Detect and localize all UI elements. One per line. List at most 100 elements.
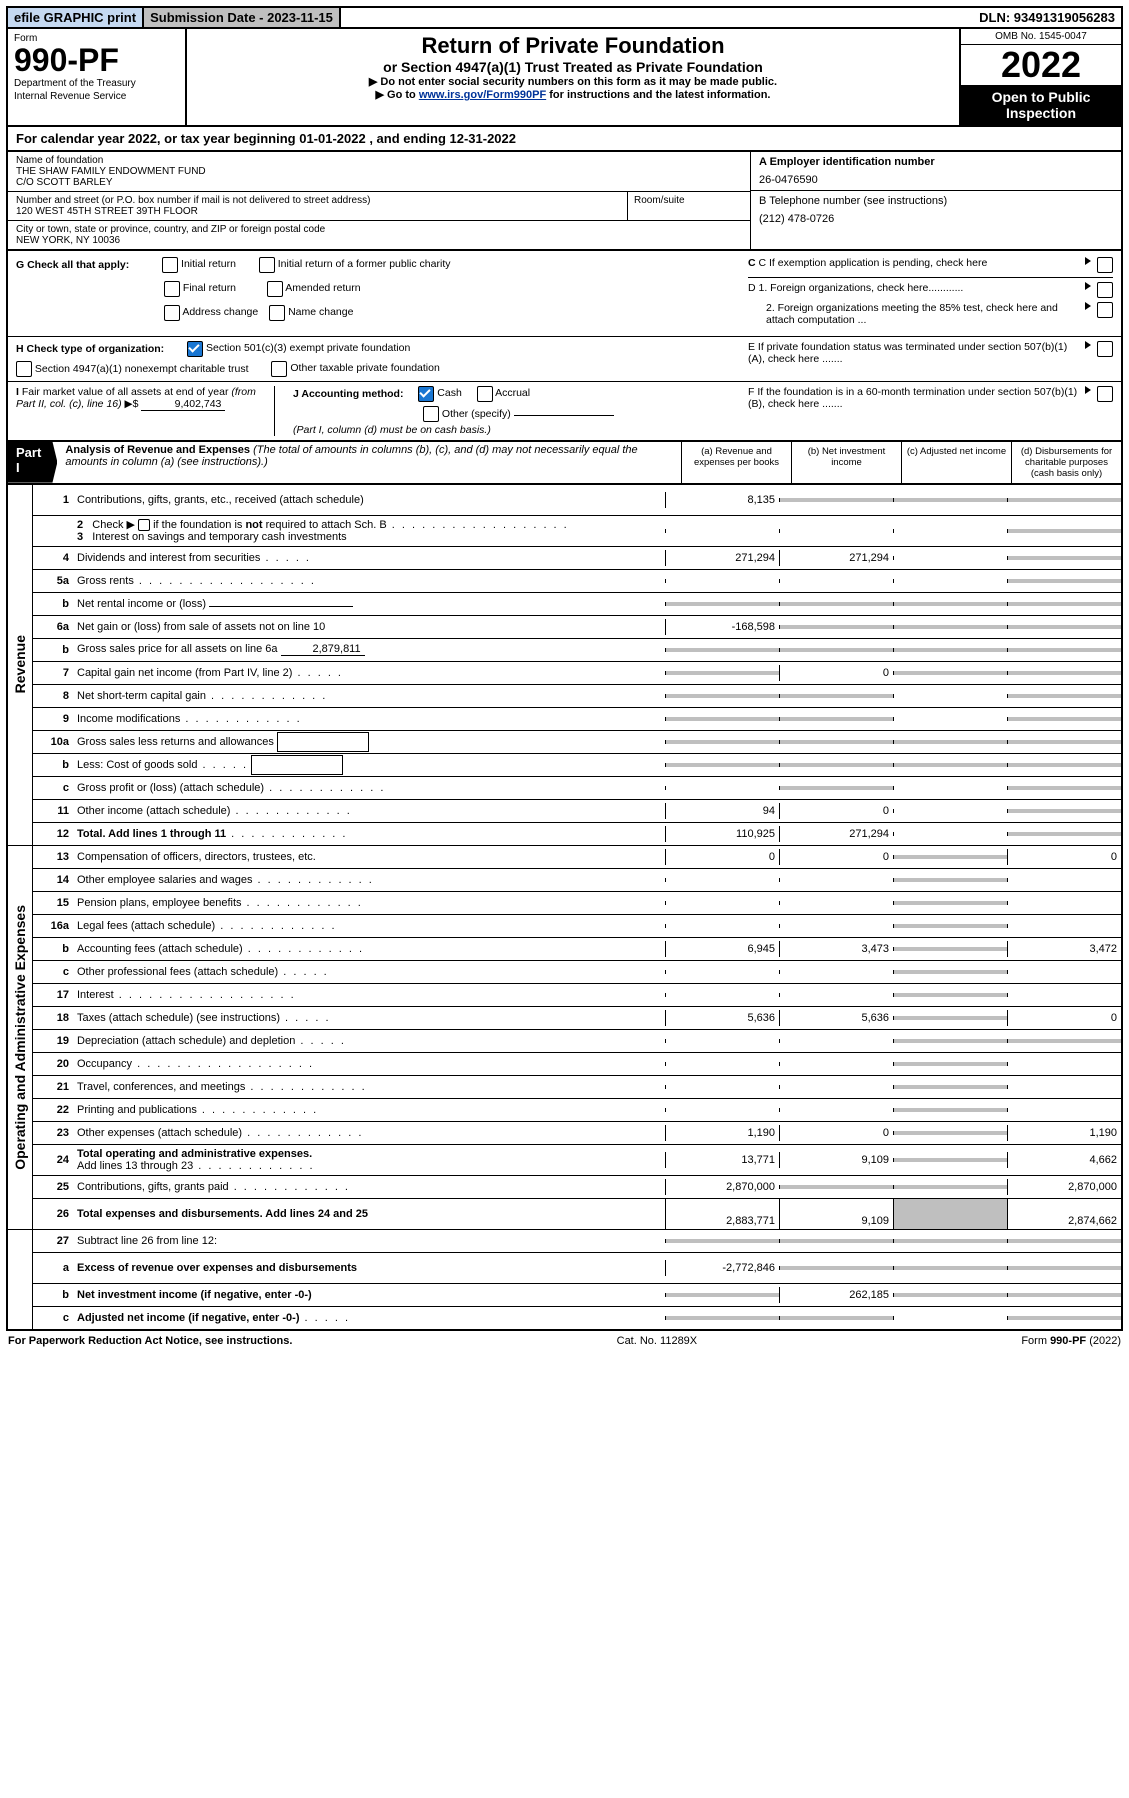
line-22: 22Printing and publications [33,1099,1121,1122]
line-16c: cOther professional fees (attach schedul… [33,961,1121,984]
j-note: (Part I, column (d) must be on cash basi… [293,424,738,436]
line-5a: 5aGross rents [33,570,1121,593]
calendar-year-row: For calendar year 2022, or tax year begi… [8,125,1121,150]
line-5b: bNet rental income or (loss) [33,593,1121,616]
col-d-header: (d) Disbursements for charitable purpose… [1011,442,1121,483]
part1-header-row: Part I Analysis of Revenue and Expenses … [8,440,1121,484]
d2-checkbox[interactable] [1097,302,1113,318]
e-checkbox[interactable] [1097,341,1113,357]
arrow-icon [1085,341,1091,349]
line-4: 4Dividends and interest from securities … [33,547,1121,570]
i-label: I Fair market value of all assets at end… [16,386,266,411]
line-26: 26Total expenses and disbursements. Add … [33,1199,1121,1229]
accrual-checkbox[interactable] [477,386,493,402]
j-label: J Accounting method: [293,387,403,399]
dln-number: DLN: 93491319056283 [973,8,1121,27]
line-23: 23Other expenses (attach schedule) 1,190… [33,1122,1121,1145]
col-b-header: (b) Net investment income [791,442,901,483]
d2-row: 2. Foreign organizations meeting the 85%… [748,302,1113,326]
line-10a: 10aGross sales less returns and allowanc… [33,731,1121,754]
g-label: G Check all that apply: [16,258,129,270]
efile-button[interactable]: efile GRAPHIC print [8,8,144,27]
arrow-icon [1085,302,1091,310]
form-subtitle: or Section 4947(a)(1) Trust Treated as P… [197,59,949,75]
dept-treasury: Department of the Treasury [14,78,179,89]
ein-value: 26-0476590 [759,174,1113,186]
line-10b: bLess: Cost of goods sold [33,754,1121,777]
4947-checkbox[interactable] [16,361,32,377]
line-6a: 6aNet gain or (loss) from sale of assets… [33,616,1121,639]
paperwork-notice: For Paperwork Reduction Act Notice, see … [8,1335,292,1347]
open-public-badge: Open to Public Inspection [961,85,1121,125]
line-9: 9Income modifications [33,708,1121,731]
form-number: 990-PF [14,44,179,76]
top-bar: efile GRAPHIC print Submission Date - 20… [6,6,1123,29]
address-change-checkbox[interactable] [164,305,180,321]
fmv-value: 9,402,743 [141,398,225,411]
other-method-checkbox[interactable] [423,406,439,422]
line-13: 13Compensation of officers, directors, t… [33,846,1121,869]
foundation-info-row: Name of foundation THE SHAW FAMILY ENDOW… [8,150,1121,249]
line-17: 17Interest [33,984,1121,1007]
foundation-city: NEW YORK, NY 10036 [16,235,742,246]
line-1: 1Contributions, gifts, grants, etc., rec… [33,485,1121,516]
line-19: 19Depreciation (attach schedule) and dep… [33,1030,1121,1053]
city-label: City or town, state or province, country… [16,224,742,235]
line-14: 14Other employee salaries and wages [33,869,1121,892]
h-label: H Check type of organization: [16,342,164,354]
name-label: Name of foundation [16,155,742,166]
cash-checkbox[interactable] [418,386,434,402]
foundation-name-2: C/O SCOTT BARLEY [16,177,742,188]
cat-number: Cat. No. 11289X [617,1335,698,1347]
line-15: 15Pension plans, employee benefits [33,892,1121,915]
line-27b: bNet investment income (if negative, ent… [33,1284,1121,1307]
e-row: E If private foundation status was termi… [748,341,1113,365]
line-27-section: 27Subtract line 26 from line 12: aExcess… [8,1229,1121,1329]
section-g-row: G Check all that apply: Initial return I… [8,249,1121,336]
line-8: 8Net short-term capital gain [33,685,1121,708]
foundation-name-1: THE SHAW FAMILY ENDOWMENT FUND [16,166,742,177]
501c3-checkbox[interactable] [187,341,203,357]
goto-instructions: ▶ Go to www.irs.gov/Form990PF for instru… [197,88,949,101]
d1-row: D 1. Foreign organizations, check here..… [748,277,1113,298]
irs-label: Internal Revenue Service [14,91,179,102]
other-taxable-checkbox[interactable] [271,361,287,377]
ein-label: A Employer identification number [759,156,1113,168]
expenses-section: Operating and Administrative Expenses 13… [8,845,1121,1229]
line-27a: aExcess of revenue over expenses and dis… [33,1253,1121,1284]
expenses-label: Operating and Administrative Expenses [8,846,33,1229]
col-a-header: (a) Revenue and expenses per books [681,442,791,483]
line-24: 24Total operating and administrative exp… [33,1145,1121,1176]
line-7: 7Capital gain net income (from Part IV, … [33,662,1121,685]
revenue-section: Revenue 1Contributions, gifts, grants, e… [8,484,1121,845]
line-27: 27Subtract line 26 from line 12: [33,1230,1121,1253]
form-title: Return of Private Foundation [197,33,949,59]
line-16a: 16aLegal fees (attach schedule) [33,915,1121,938]
line-18: 18Taxes (attach schedule) (see instructi… [33,1007,1121,1030]
schb-checkbox[interactable] [138,519,150,531]
submission-date: Submission Date - 2023-11-15 [144,8,341,27]
f-checkbox[interactable] [1097,386,1113,402]
initial-return-checkbox[interactable] [162,257,178,273]
page-footer: For Paperwork Reduction Act Notice, see … [6,1331,1123,1351]
line-12: 12Total. Add lines 1 through 11 110,9252… [33,823,1121,845]
arrow-icon [1085,386,1091,394]
omb-number: OMB No. 1545-0047 [961,29,1121,45]
d1-checkbox[interactable] [1097,282,1113,298]
col-c-header: (c) Adjusted net income [901,442,1011,483]
name-change-checkbox[interactable] [269,305,285,321]
line-16b: bAccounting fees (attach schedule) 6,945… [33,938,1121,961]
final-return-checkbox[interactable] [164,281,180,297]
foundation-address: 120 WEST 45TH STREET 39TH FLOOR [16,206,619,217]
form990pf-link[interactable]: www.irs.gov/Form990PF [419,89,546,101]
room-suite-label: Room/suite [627,192,750,220]
arrow-icon [1085,282,1091,290]
f-row: F If the foundation is in a 60-month ter… [748,386,1113,410]
amended-return-checkbox[interactable] [267,281,283,297]
arrow-icon [1085,257,1091,265]
c-checkbox[interactable] [1097,257,1113,273]
phone-label: B Telephone number (see instructions) [759,195,1113,207]
initial-former-checkbox[interactable] [259,257,275,273]
section-ij-row: I Fair market value of all assets at end… [8,381,1121,440]
line-27c: cAdjusted net income (if negative, enter… [33,1307,1121,1329]
